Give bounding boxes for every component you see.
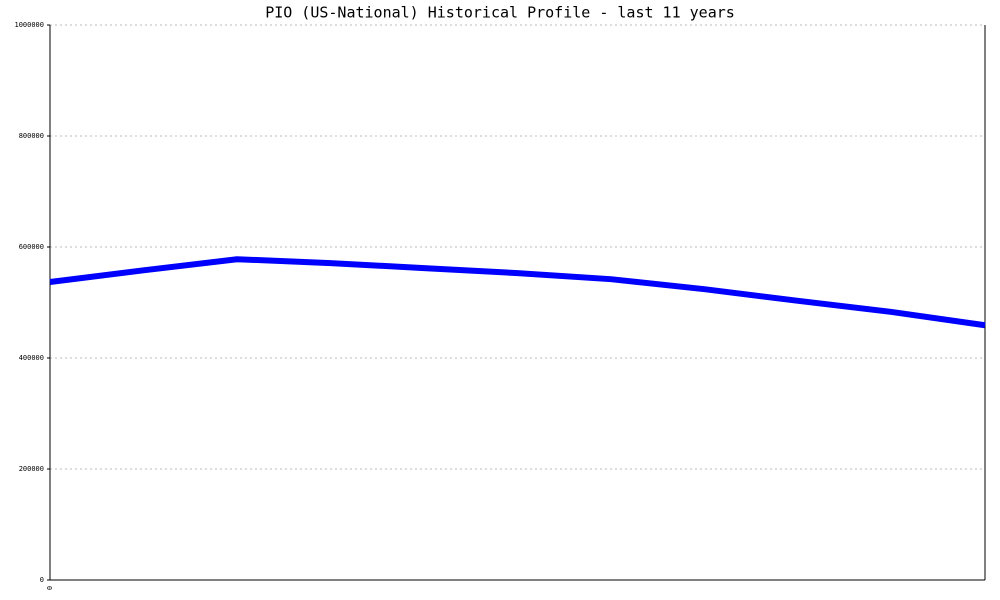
data-line (49, 256, 986, 329)
x-tick-label: 0 (46, 586, 54, 590)
y-tick-label: 600000 (19, 243, 44, 251)
y-tick-label: 0 (40, 576, 44, 584)
y-tick-label: 200000 (19, 465, 44, 473)
chart-title: PIO (US-National) Historical Profile - l… (265, 4, 735, 22)
y-tick-label: 1000000 (14, 21, 44, 29)
y-tick-label: 400000 (19, 354, 44, 362)
y-tick-label: 800000 (19, 132, 44, 140)
